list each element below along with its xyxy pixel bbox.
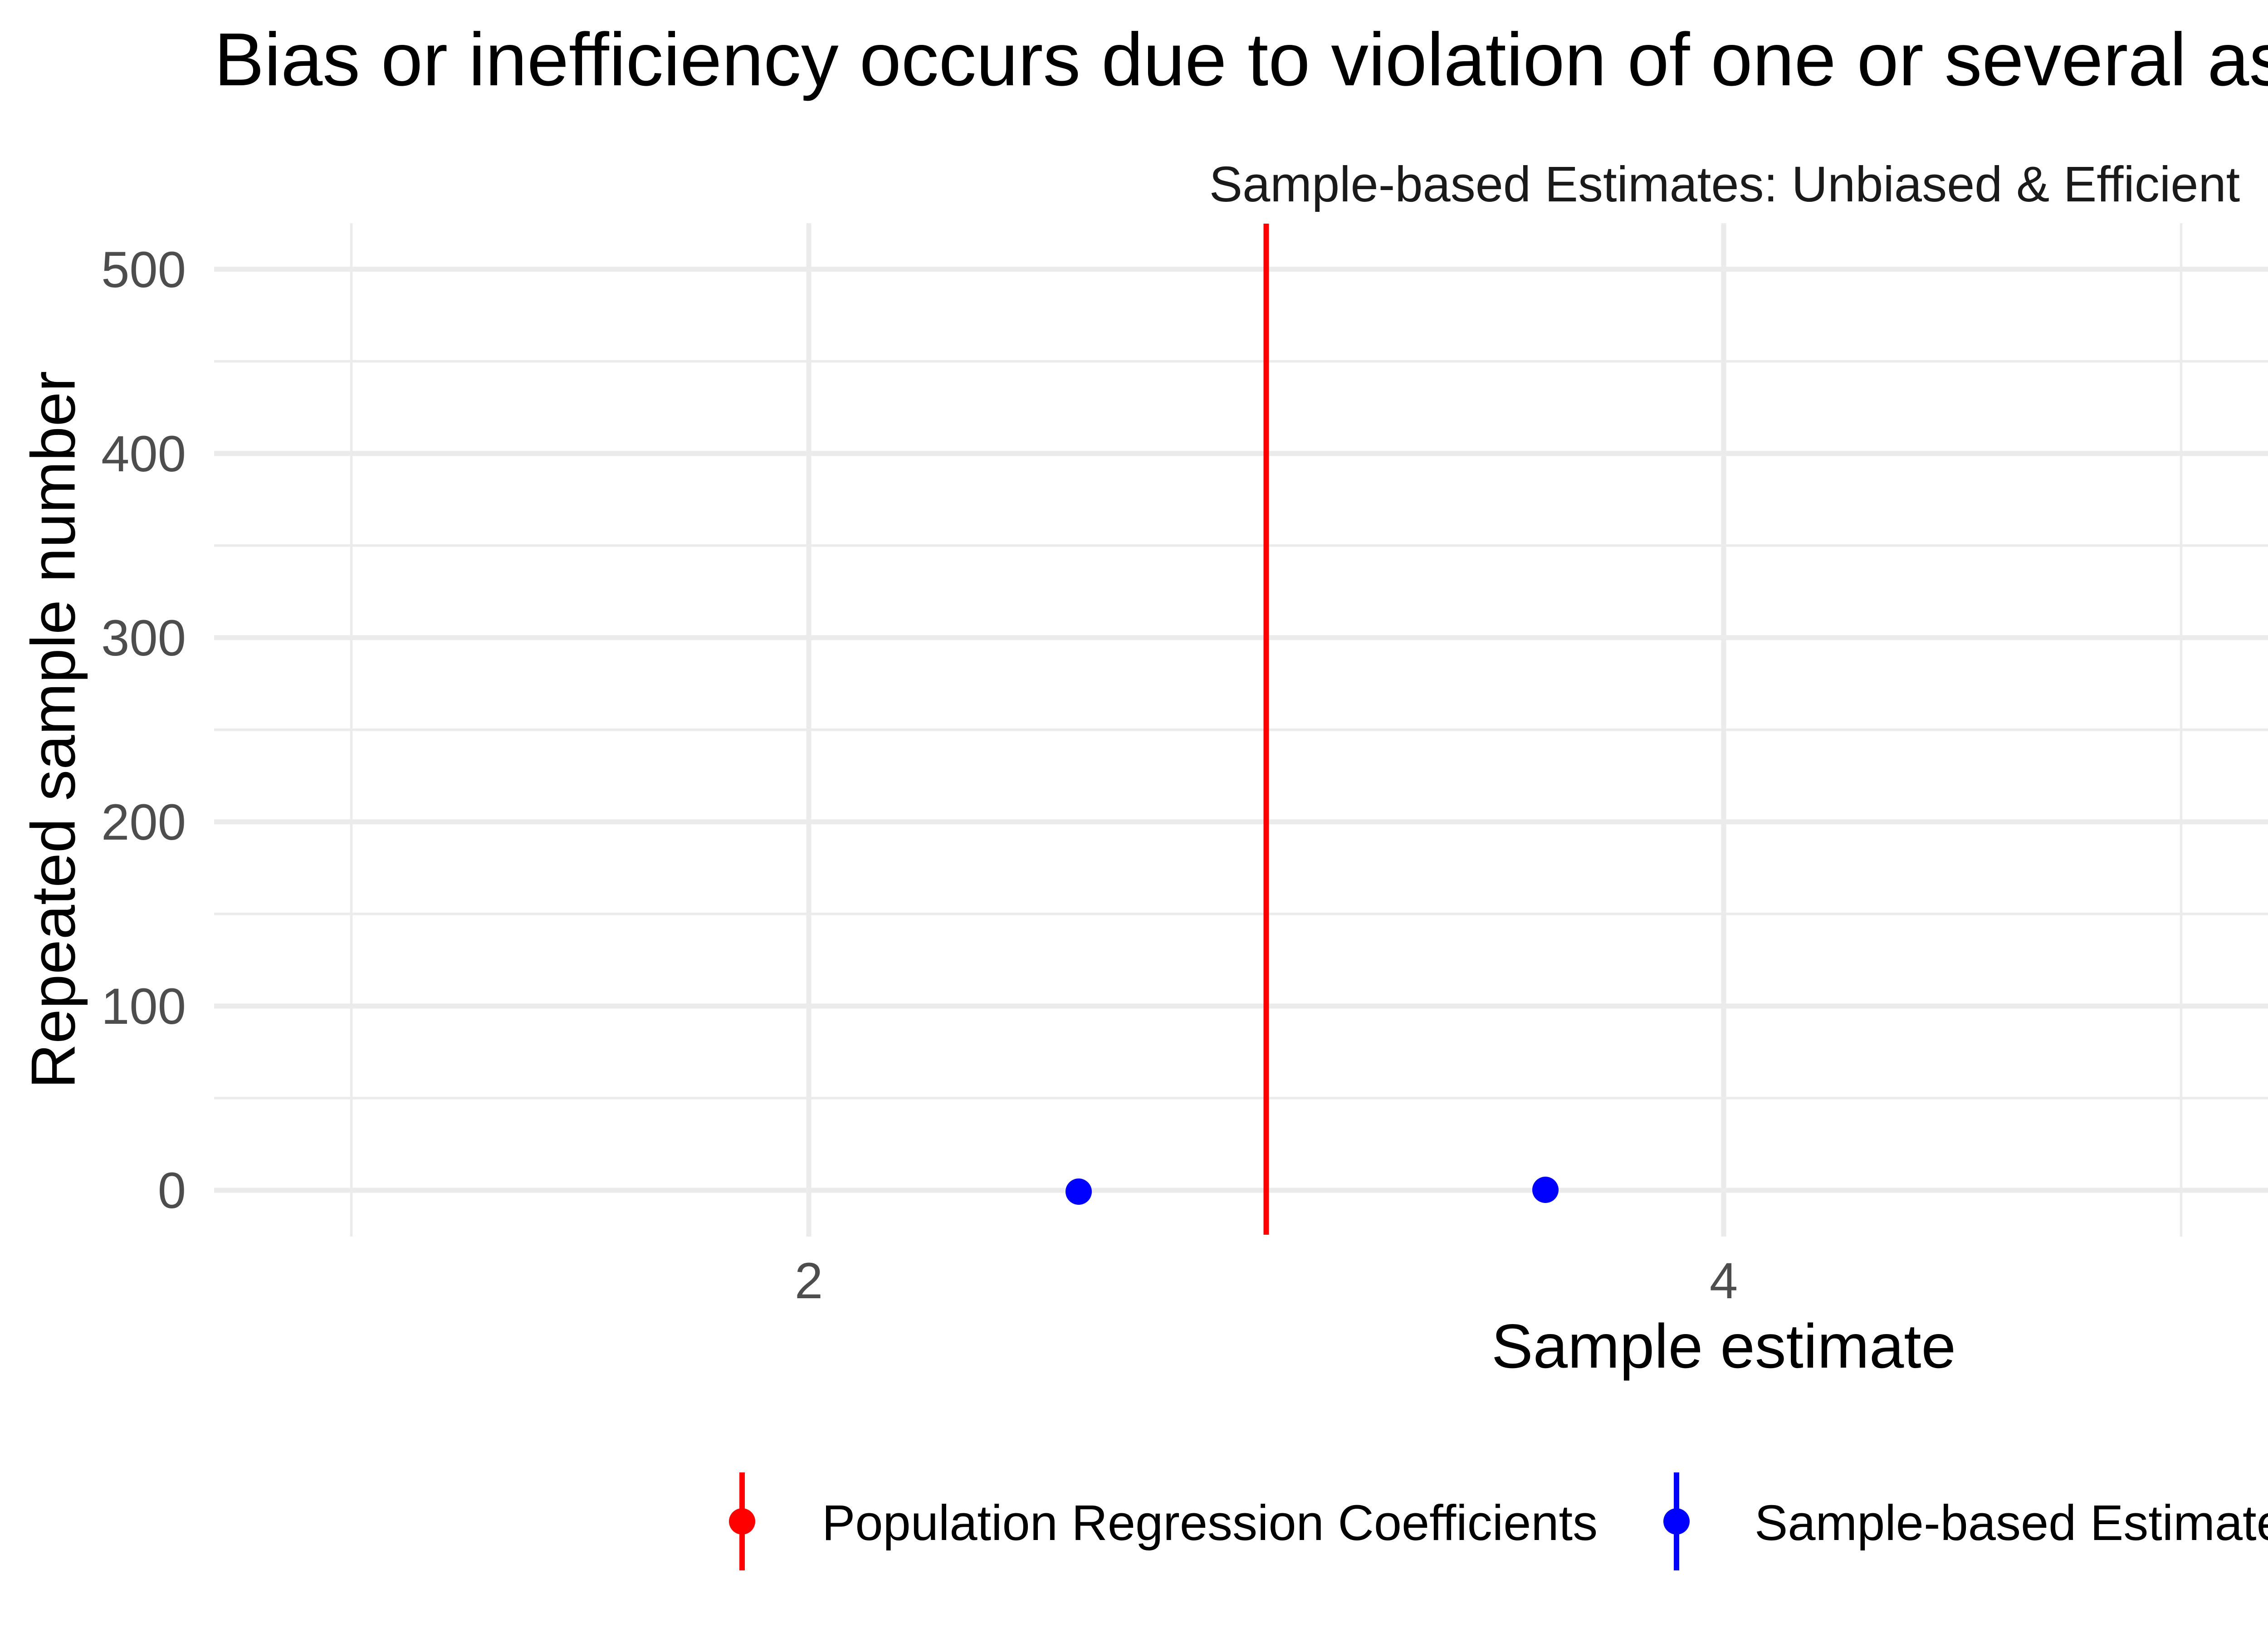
svg-text:300: 300: [101, 610, 186, 666]
svg-text:500: 500: [101, 241, 186, 298]
svg-text:Sample estimate: Sample estimate: [1491, 1312, 1956, 1381]
svg-text:Sample-based Estimates: Unbias: Sample-based Estimates: Unbiased & Effic…: [1209, 156, 2240, 212]
svg-text:4: 4: [1710, 1252, 1738, 1309]
svg-text:0: 0: [158, 1162, 186, 1219]
svg-text:200: 200: [101, 794, 186, 851]
svg-text:2: 2: [795, 1252, 823, 1309]
svg-text:100: 100: [101, 978, 186, 1035]
svg-text:400: 400: [101, 425, 186, 482]
svg-text:Bias or inefficiency occurs du: Bias or inefficiency occurs due to viola…: [214, 18, 2268, 102]
svg-text:Sample-based Estimates: Unbias: Sample-based Estimates: Unbiased & Effic…: [1755, 1495, 2268, 1551]
svg-text:Repeated sample number: Repeated sample number: [19, 371, 88, 1089]
svg-text:Population Regression Coeffici: Population Regression Coefficients: [822, 1495, 1598, 1551]
